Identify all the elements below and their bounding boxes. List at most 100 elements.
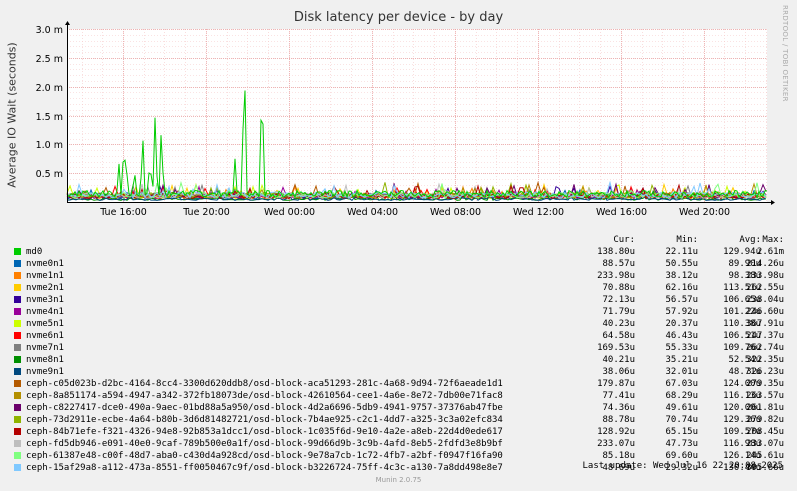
legend-value-min: 35.21u — [665, 355, 698, 365]
legend-label: ceph-61387e48-c00f-48d7-aba0-c430d4a928c… — [26, 451, 503, 461]
legend-value-min: 62.16u — [665, 283, 698, 293]
legend-value-max: 208.45u — [746, 427, 784, 437]
legend-value-cur: 85.18u — [602, 451, 635, 461]
legend-value-cur: 169.53u — [597, 343, 635, 353]
legend-value-max: 279.35u — [746, 379, 784, 389]
legend-item: md0 138.80u 22.11u 129.94u 2.61m — [14, 246, 786, 258]
legend-label: ceph-c8227417-dce0-490a-9aec-01bd88a5a95… — [26, 403, 503, 413]
legend-label: ceph-c05d023b-d2bc-4164-8cc4-3300d620ddb… — [26, 379, 503, 389]
y-tick-label: 0.5 m — [36, 169, 63, 180]
legend-value-avg: 106.51u — [723, 331, 761, 341]
legend-swatch — [14, 392, 21, 399]
legend-item: nvme0n1 88.57u 50.55u 89.90u 214.26u — [14, 258, 786, 270]
y-tick-label: 2.5 m — [36, 54, 63, 65]
legend-value-max: 247.37u — [746, 331, 784, 341]
legend-item: ceph-73d2911e-ecbe-4a64-b80b-3d6d8148272… — [14, 414, 786, 426]
grid — [67, 29, 767, 202]
legend-value-avg: 52.54u — [728, 355, 761, 365]
legend-value-cur: 138.80u — [597, 247, 635, 257]
legend-header: Cur: Min: Avg: Max: — [14, 234, 786, 246]
legend-value-avg: 113.51u — [723, 283, 761, 293]
series-line — [66, 183, 767, 200]
legend-value-cur: 38.06u — [602, 367, 635, 377]
legend-value-max: 326.23u — [746, 367, 784, 377]
legend-value-max: 263.57u — [746, 391, 784, 401]
legend-value-max: 261.81u — [746, 403, 784, 413]
x-tick-label: Wed 00:00 — [264, 207, 315, 218]
y-tick-label: 1.0 m — [36, 140, 63, 151]
legend-value-min: 46.43u — [665, 331, 698, 341]
legend-value-cur: 88.57u — [602, 259, 635, 269]
legend-value-min: 20.37u — [665, 319, 698, 329]
legend-swatch — [14, 356, 21, 363]
chart-title: Disk latency per device - by day — [293, 10, 504, 25]
legend: Cur: Min: Avg: Max: md0 138.80u 22.11u 129.… — [14, 234, 786, 474]
legend-col-avg: Avg: — [739, 235, 761, 245]
legend-value-min: 69.60u — [665, 451, 698, 461]
chart-plot: 0.5 m 1.0 m 1.5 m 2.0 m 2.5 m 3.0 m Tue 16:00 T… — [36, 21, 775, 218]
legend-item: ceph-84b71efe-f321-4326-94e8-92b853a1dcc… — [14, 426, 786, 438]
legend-label: nvme0n1 — [26, 259, 64, 269]
legend-value-cur: 77.41u — [602, 391, 635, 401]
legend-item: nvme6n1 64.58u 46.43u 106.51u 247.37u — [14, 330, 786, 342]
legend-value-min: 50.55u — [665, 259, 698, 269]
legend-value-max: 279.82u — [746, 415, 784, 425]
x-tick-label: Wed 04:00 — [347, 207, 398, 218]
legend-value-max: 395.66u — [746, 463, 784, 473]
x-tick-label: Wed 20:00 — [679, 207, 730, 218]
legend-value-max: 246.60u — [746, 307, 784, 317]
legend-label: ceph-fd5db946-e091-40e0-9caf-789b500e0a1… — [26, 439, 503, 449]
legend-item: nvme5n1 40.23u 20.37u 110.38u 367.91u — [14, 318, 786, 330]
legend-value-max: 245.61u — [746, 451, 784, 461]
legend-value-min: 68.29u — [665, 391, 698, 401]
legend-value-avg: 116.98u — [723, 439, 761, 449]
legend-value-cur: 233.07u — [597, 439, 635, 449]
legend-swatch — [14, 452, 21, 459]
legend-swatch — [14, 440, 21, 447]
legend-item: ceph-61387e48-c00f-48d7-aba0-c430d4a928c… — [14, 450, 786, 462]
legend-value-avg: 129.94u — [723, 247, 761, 257]
legend-value-avg: 116.13u — [723, 391, 761, 401]
legend-swatch — [14, 308, 21, 315]
legend-value-avg: 129.36u — [723, 415, 761, 425]
legend-value-avg: 106.65u — [723, 295, 761, 305]
legend-label: ceph-84b71efe-f321-4326-94e8-92b853a1dcc… — [26, 427, 503, 437]
legend-value-max: 214.26u — [746, 259, 784, 269]
legend-value-cur: 74.36u — [602, 403, 635, 413]
legend-value-min: 29.32u — [665, 463, 698, 473]
last-update: Last update: Wed Jul 16 22:20:08 2025 — [582, 461, 783, 471]
legend-item: ceph-c05d023b-d2bc-4164-8cc4-3300d620ddb… — [14, 378, 786, 390]
legend-label: nvme6n1 — [26, 331, 64, 341]
legend-value-avg: 124.00u — [723, 379, 761, 389]
legend-value-cur: 179.87u — [597, 379, 635, 389]
legend-value-max: 2.61m — [756, 247, 784, 257]
legend-rows: md0 138.80u 22.11u 129.94u 2.61m nvme0n1 88.57… — [14, 246, 786, 474]
legend-value-min: 67.03u — [665, 379, 698, 389]
x-tick-label: Tue 20:00 — [182, 207, 230, 218]
legend-value-min: 49.61u — [665, 403, 698, 413]
series-line-md0 — [66, 90, 768, 199]
legend-value-cur: 40.21u — [602, 355, 635, 365]
legend-label: ceph-15af29a8-a112-473a-8551-ff0050467c9… — [26, 463, 503, 473]
legend-value-max: 322.35u — [746, 355, 784, 365]
legend-value-cur: 40.23u — [602, 319, 635, 329]
legend-value-min: 32.01u — [665, 367, 698, 377]
legend-value-cur: 48.69u — [602, 463, 635, 473]
legend-swatch — [14, 380, 21, 387]
series-line — [66, 180, 767, 199]
series-line — [67, 180, 767, 199]
legend-value-cur: 128.92u — [597, 427, 635, 437]
legend-value-avg: 109.76u — [723, 343, 761, 353]
legend-swatch — [14, 464, 21, 471]
legend-swatch — [14, 284, 21, 291]
legend-label: md0 — [26, 247, 43, 257]
legend-value-avg: 89.90u — [728, 259, 761, 269]
legend-value-min: 38.12u — [665, 271, 698, 281]
y-tick-label: 2.0 m — [36, 83, 63, 94]
x-tick-label: Wed 08:00 — [430, 207, 481, 218]
legend-label: nvme4n1 — [26, 307, 64, 317]
legend-label: nvme8n1 — [26, 355, 64, 365]
legend-col-cur: Cur: — [613, 235, 635, 245]
tick-labels: 0.5 m 1.0 m 1.5 m 2.0 m 2.5 m 3.0 m Tue 16:00 T… — [36, 25, 730, 218]
legend-value-avg: 48.71u — [728, 367, 761, 377]
